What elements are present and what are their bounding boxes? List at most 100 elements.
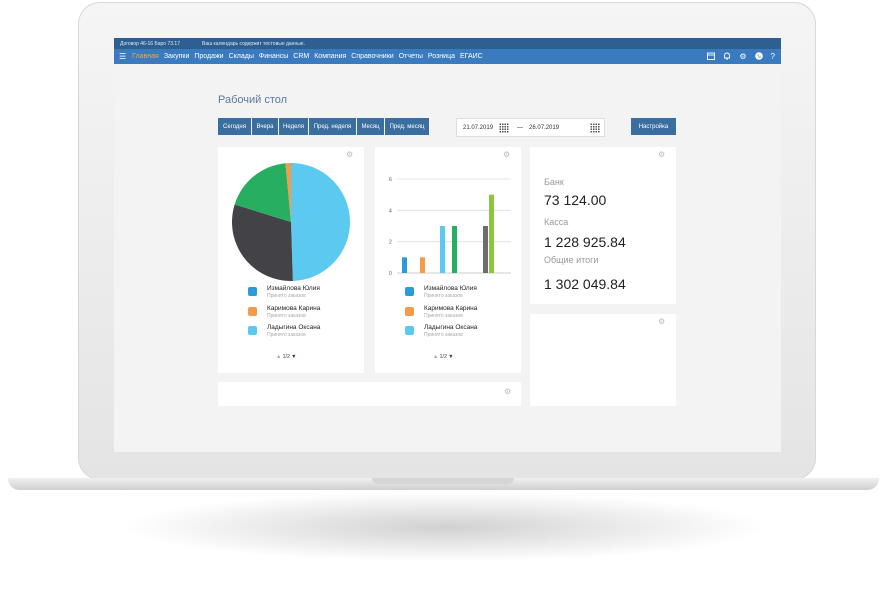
app-screen: Договор 46-16 Баро 73.17 Ваш календарь с…: [114, 38, 781, 452]
nav-item-6[interactable]: Компания: [314, 53, 347, 60]
widget-gear-icon[interactable]: ⚙: [346, 150, 354, 159]
y-tick-label: 6: [389, 177, 392, 183]
legend-item: [248, 344, 358, 346]
calendar-from-icon[interactable]: [499, 122, 510, 133]
y-tick-label: 4: [389, 208, 392, 214]
pie-legend: Измайлова Юлия Принято заказов Каримова …: [248, 285, 358, 345]
nav-item-4[interactable]: Финансы: [258, 53, 289, 60]
nav-item-7[interactable]: Справочники: [351, 53, 394, 60]
pager-up-icon[interactable]: ▲: [433, 354, 439, 360]
settings-button[interactable]: Настройка: [631, 118, 676, 135]
main-navbar: ☰ Главная Закупки Продажи Склады Финансы CRM К…: [114, 49, 781, 64]
pie-chart: [232, 163, 351, 281]
total-label: Общие итоги: [544, 255, 599, 265]
bell-icon[interactable]: [723, 52, 731, 62]
pie-legend-pager: ▲ 1/2 ▼: [276, 354, 297, 360]
legend-item: Ладыгина Оксана Принято заказов: [405, 324, 515, 344]
legend-name: Ладыгина Оксана: [267, 324, 321, 331]
bar-legend-pager: ▲ 1/2 ▼: [433, 354, 454, 360]
bar-4[interactable]: [483, 226, 488, 273]
legend-name: Каримова Карина: [267, 304, 321, 312]
legend-swatch: [248, 306, 257, 316]
cash-value: 1 228 925.84: [544, 234, 626, 250]
period-buttons: Сегодня Вчера Неделя Пред. неделя Месяц …: [218, 118, 429, 135]
legend-swatch: [405, 326, 414, 335]
pager-down-icon[interactable]: ▼: [448, 354, 454, 360]
bank-value: 73 124.00: [544, 192, 607, 208]
y-tick-label: 0: [389, 271, 392, 277]
legend-swatch: [248, 287, 257, 296]
date-from-input[interactable]: 21.07.2019: [463, 124, 494, 131]
bar-chart: 0 2 4 6: [389, 177, 511, 277]
gear-icon[interactable]: ⚙: [739, 52, 747, 61]
calendar-icon[interactable]: [707, 52, 716, 62]
laptop-shadow: [120, 492, 770, 562]
legend-item: Каримова Карина Принято заказов: [405, 305, 515, 325]
empty-widget-bottom: ⚙: [218, 382, 521, 406]
nav-item-5[interactable]: CRM: [293, 53, 310, 60]
bar-chart-widget: ⚙ 0 2 4 6 Измайлова Юлия Принято заказов Ка…: [375, 147, 521, 373]
period-button-prev-month[interactable]: Пред. месяц: [385, 118, 429, 135]
widget-gear-icon[interactable]: ⚙: [658, 150, 666, 159]
nav-item-8[interactable]: Отчеты: [398, 53, 423, 60]
pie-slice-0[interactable]: [291, 163, 351, 281]
legend-name: Ладыгина Оксана: [424, 324, 478, 331]
bar-0[interactable]: [402, 257, 407, 273]
legend-subtitle: Принято заказов: [267, 293, 306, 299]
nav-item-1[interactable]: Закупки: [163, 53, 190, 60]
hamburger-menu-icon[interactable]: ☰: [119, 52, 127, 61]
phone-icon[interactable]: [754, 51, 763, 62]
nav-menu: Главная Закупки Продажи Склады Финансы CRM Ком…: [132, 53, 488, 60]
bank-label: Банк: [544, 177, 564, 187]
empty-widget-right: ⚙: [530, 314, 676, 406]
widget-gear-icon[interactable]: ⚙: [658, 317, 666, 326]
bar-3[interactable]: [452, 226, 457, 273]
total-value: 1 302 049.84: [544, 276, 626, 292]
totals-widget: ⚙ Банк 73 124.00 Касса 1 228 925.84 Общи…: [530, 147, 676, 304]
pie-chart-widget: ⚙ Измайлова Юлия Принято заказов Каримов…: [218, 147, 364, 373]
bar-5[interactable]: [489, 194, 494, 273]
pie-slice-3[interactable]: [285, 163, 291, 222]
pie-slice-1[interactable]: [232, 204, 293, 281]
widget-gear-icon[interactable]: ⚙: [504, 387, 512, 396]
nav-item-0[interactable]: Главная: [132, 53, 159, 60]
bar-1[interactable]: [420, 257, 425, 273]
date-to-input[interactable]: 26.07.2019: [529, 124, 560, 131]
contract-info: Договор 46-16 Баро 73.17: [120, 40, 180, 47]
legend-subtitle: Принято заказов: [424, 293, 463, 299]
calendar-to-icon[interactable]: [590, 122, 600, 133]
legend-name: Измайлова Юлия: [267, 285, 320, 292]
legend-swatch: [248, 326, 257, 335]
cash-label: Касса: [544, 217, 569, 227]
test-data-notice: Ваш календарь содержит тестовые данные.: [201, 40, 305, 47]
laptop-notch: [372, 478, 514, 484]
period-button-week[interactable]: Неделя: [279, 118, 308, 135]
legend-name: Каримова Карина: [424, 304, 478, 312]
nav-item-10[interactable]: ЕГАИС: [459, 53, 483, 60]
laptop-base: [8, 478, 879, 490]
legend-item: Ладыгина Оксана Принято заказов: [248, 324, 358, 344]
legend-item: Каримова Карина Принято заказов: [248, 305, 358, 325]
help-icon[interactable]: ?: [770, 52, 775, 61]
widget-gear-icon[interactable]: ⚙: [503, 150, 511, 159]
navbar-tools: ⚙ ?: [707, 51, 775, 62]
period-button-month[interactable]: Месяц: [357, 118, 384, 135]
legend-subtitle: Принято заказов: [267, 312, 306, 319]
legend-subtitle: Принято заказов: [424, 332, 463, 338]
pager-label: 1/2: [282, 354, 291, 360]
legend-swatch: [405, 306, 414, 316]
nav-item-2[interactable]: Продажи: [194, 53, 224, 60]
pager-label: 1/2: [439, 354, 448, 360]
nav-item-3[interactable]: Склады: [228, 53, 254, 60]
legend-item: Измайлова Юлия Принято заказов: [405, 285, 515, 305]
pager-down-icon[interactable]: ▼: [291, 354, 297, 360]
period-button-today[interactable]: Сегодня: [218, 118, 251, 135]
pager-up-icon[interactable]: ▲: [276, 354, 282, 360]
legend-subtitle: Принято заказов: [267, 332, 306, 338]
period-button-prev-week[interactable]: Пред. неделя: [309, 118, 356, 135]
bar-2[interactable]: [440, 226, 445, 273]
nav-item-9[interactable]: Розница: [427, 53, 455, 60]
pie-slice-2[interactable]: [234, 163, 291, 222]
legend-item: Измайлова Юлия Принято заказов: [248, 285, 358, 305]
period-button-yesterday[interactable]: Вчера: [252, 118, 278, 135]
